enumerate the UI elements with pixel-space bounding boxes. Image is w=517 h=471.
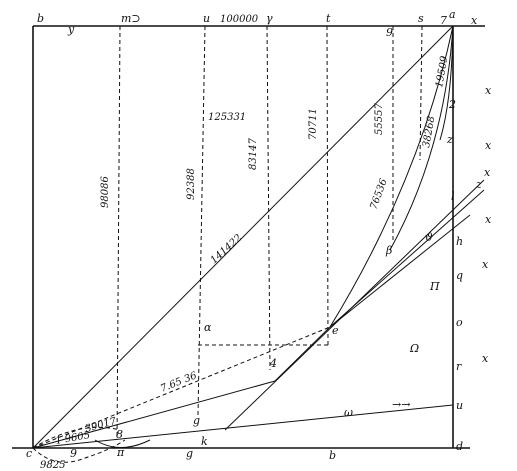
dashed-curve-c-8 [32, 426, 121, 449]
label-8: 8 [116, 428, 123, 441]
line-e-theta [329, 214, 471, 328]
label-s-top: s [418, 12, 424, 25]
number-141422: 141422 [209, 233, 245, 267]
label-gamma-top: γ [266, 12, 273, 25]
label-theta: ϑ [425, 231, 433, 244]
line-e-z [329, 189, 485, 328]
number-76536: 76536 [368, 177, 389, 211]
label-r: r [456, 360, 462, 373]
number-76536b: 7.65 36 [159, 370, 199, 395]
label-y: y [67, 23, 75, 36]
label-x-top: x [471, 14, 478, 27]
label-4: 4 [269, 357, 277, 370]
label-9-top: 9 [386, 26, 393, 39]
number-92388: 92388 [186, 168, 197, 200]
diagonal-ac [32, 25, 454, 449]
label-omega: ω [344, 406, 353, 419]
label-scroll-sym: →→ [392, 398, 410, 411]
dashed-vertical-s [419, 25, 423, 161]
label-100000: 100000 [220, 14, 259, 25]
label-t-top: t [326, 12, 331, 25]
label-x-3: x [485, 213, 492, 226]
label-Omega: Ω [409, 342, 419, 355]
label-a: a [449, 8, 456, 21]
label-beta: β [385, 244, 392, 257]
number-55557: 55557 [374, 103, 385, 135]
label-9-bottom: 9 [70, 447, 77, 460]
number-9825: 9825 [40, 460, 65, 471]
dashed-curve-c-9 [32, 439, 126, 463]
label-h: h [456, 235, 463, 248]
label-2: 2 [448, 98, 456, 111]
number-70711: 70711 [308, 108, 319, 140]
arc-pi [94, 439, 151, 448]
label-u-right: u [456, 399, 463, 412]
label-q: q [456, 269, 463, 282]
label-x-2: x [485, 139, 492, 152]
label-b-bottom: b [329, 449, 336, 462]
line-c-4 [32, 380, 276, 449]
number-83147: 83147 [248, 138, 259, 170]
label-l: l [451, 190, 455, 203]
number-38268: 38268 [421, 115, 437, 148]
label-z: z [446, 133, 453, 146]
label-x-slope: x [484, 166, 491, 179]
number-98086: 98086 [100, 176, 111, 208]
dashed-vertical-t [326, 25, 329, 346]
line-c-u [32, 404, 454, 449]
label-7: 7 [440, 14, 447, 27]
label-m-top: m⊃ [121, 12, 141, 25]
dashed-vertical-m [116, 25, 121, 441]
label-g-bottom: g [186, 447, 193, 460]
label-x-4: x [482, 258, 489, 271]
label-e: e [332, 324, 339, 337]
label-b-top: b [37, 12, 44, 25]
label-d: d [456, 440, 463, 453]
label-u-top: u [203, 12, 210, 25]
label-c: c [26, 447, 32, 460]
number-125331: 125331 [208, 112, 246, 123]
line-4-e [274, 326, 331, 382]
label-o: o [456, 316, 463, 329]
label-pi-small: π [116, 446, 125, 459]
label-k: k [201, 435, 208, 448]
curve-a-beta [389, 25, 454, 251]
label-z-slope: z [475, 178, 482, 191]
label-x-1: x [485, 84, 492, 97]
label-alpha: α [204, 321, 212, 334]
curve-a-2 [439, 25, 454, 141]
dashed-curve-c-e [32, 326, 331, 449]
dashed-vertical-u [197, 25, 206, 416]
label-Pi: Π [429, 280, 440, 293]
label-g-mid: g [193, 414, 200, 427]
curve-a-e [329, 25, 454, 328]
label-x-5: x [482, 352, 489, 365]
dashed-vertical-gamma [266, 25, 271, 371]
